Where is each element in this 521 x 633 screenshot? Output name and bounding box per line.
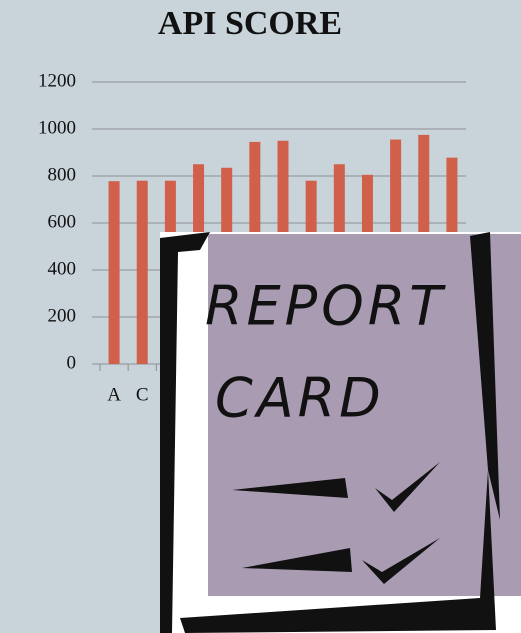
chart-title: API SCORE: [158, 5, 342, 42]
card-text: REPORT: [205, 275, 446, 338]
page: {"chart_data": {"type": "bar", "title": …: [0, 0, 521, 633]
chart: API SCORE 0 200 400 600 800 1000 1200 AC REPORT…: [0, 0, 521, 633]
y-tick-label: 400: [48, 258, 77, 279]
report-card-image: REPORT CARD: [160, 232, 521, 633]
y-tick-label: 1000: [38, 117, 76, 138]
x-tick-label: A: [107, 384, 121, 405]
y-tick-label: 1200: [38, 70, 76, 91]
bar: [109, 181, 120, 364]
card-text: CARD: [215, 367, 385, 430]
y-tick-label: 600: [48, 211, 77, 232]
y-tick-label: 0: [67, 352, 77, 373]
y-tick-label: 200: [48, 305, 77, 326]
x-tick-label: C: [136, 384, 149, 405]
y-tick-label: 800: [48, 164, 77, 185]
bar: [137, 181, 148, 364]
